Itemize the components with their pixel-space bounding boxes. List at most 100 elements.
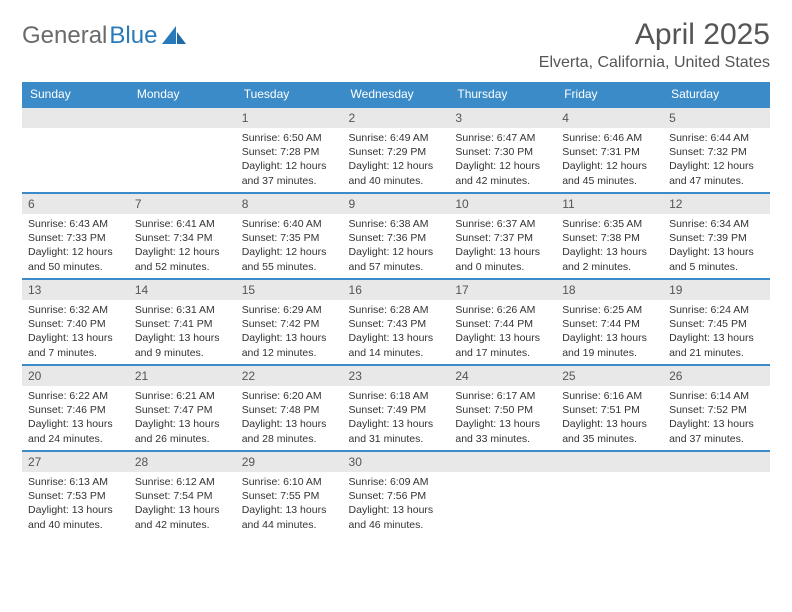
calendar-day: 24Sunrise: 6:17 AMSunset: 7:50 PMDayligh…	[449, 365, 556, 451]
logo-text-2: Blue	[109, 22, 157, 50]
day-info: Sunrise: 6:09 AMSunset: 7:56 PMDaylight:…	[343, 472, 450, 536]
logo-text-1: General	[22, 22, 107, 50]
calendar-day: 4Sunrise: 6:46 AMSunset: 7:31 PMDaylight…	[556, 107, 663, 193]
day-info: Sunrise: 6:28 AMSunset: 7:43 PMDaylight:…	[343, 300, 450, 364]
day-info: Sunrise: 6:10 AMSunset: 7:55 PMDaylight:…	[236, 472, 343, 536]
calendar-day: 22Sunrise: 6:20 AMSunset: 7:48 PMDayligh…	[236, 365, 343, 451]
calendar-day: 19Sunrise: 6:24 AMSunset: 7:45 PMDayligh…	[663, 279, 770, 365]
day-info: Sunrise: 6:18 AMSunset: 7:49 PMDaylight:…	[343, 386, 450, 450]
title-block: April 2025 Elverta, California, United S…	[539, 18, 770, 72]
day-number: 6	[22, 194, 129, 214]
day-number	[663, 452, 770, 472]
calendar-week: 13Sunrise: 6:32 AMSunset: 7:40 PMDayligh…	[22, 279, 770, 365]
calendar-day: 9Sunrise: 6:38 AMSunset: 7:36 PMDaylight…	[343, 193, 450, 279]
day-number	[556, 452, 663, 472]
calendar-day: 18Sunrise: 6:25 AMSunset: 7:44 PMDayligh…	[556, 279, 663, 365]
calendar-day-empty	[449, 451, 556, 541]
calendar-day: 5Sunrise: 6:44 AMSunset: 7:32 PMDaylight…	[663, 107, 770, 193]
day-number: 30	[343, 452, 450, 472]
day-number: 4	[556, 108, 663, 128]
day-number: 27	[22, 452, 129, 472]
day-number: 22	[236, 366, 343, 386]
day-number	[449, 452, 556, 472]
weekday-header: Tuesday	[236, 82, 343, 107]
day-info: Sunrise: 6:26 AMSunset: 7:44 PMDaylight:…	[449, 300, 556, 364]
calendar-day-empty	[22, 107, 129, 193]
day-info: Sunrise: 6:12 AMSunset: 7:54 PMDaylight:…	[129, 472, 236, 536]
calendar-day: 2Sunrise: 6:49 AMSunset: 7:29 PMDaylight…	[343, 107, 450, 193]
weekday-header: Thursday	[449, 82, 556, 107]
day-info: Sunrise: 6:14 AMSunset: 7:52 PMDaylight:…	[663, 386, 770, 450]
calendar-day: 29Sunrise: 6:10 AMSunset: 7:55 PMDayligh…	[236, 451, 343, 541]
day-number: 20	[22, 366, 129, 386]
day-number: 10	[449, 194, 556, 214]
day-number: 2	[343, 108, 450, 128]
day-info: Sunrise: 6:40 AMSunset: 7:35 PMDaylight:…	[236, 214, 343, 278]
day-info: Sunrise: 6:44 AMSunset: 7:32 PMDaylight:…	[663, 128, 770, 192]
weekday-header: Saturday	[663, 82, 770, 107]
calendar-day-empty	[663, 451, 770, 541]
day-info: Sunrise: 6:50 AMSunset: 7:28 PMDaylight:…	[236, 128, 343, 192]
day-info: Sunrise: 6:46 AMSunset: 7:31 PMDaylight:…	[556, 128, 663, 192]
calendar-day: 25Sunrise: 6:16 AMSunset: 7:51 PMDayligh…	[556, 365, 663, 451]
calendar-day: 14Sunrise: 6:31 AMSunset: 7:41 PMDayligh…	[129, 279, 236, 365]
calendar-day: 12Sunrise: 6:34 AMSunset: 7:39 PMDayligh…	[663, 193, 770, 279]
day-info: Sunrise: 6:22 AMSunset: 7:46 PMDaylight:…	[22, 386, 129, 450]
day-info: Sunrise: 6:43 AMSunset: 7:33 PMDaylight:…	[22, 214, 129, 278]
calendar-week: 6Sunrise: 6:43 AMSunset: 7:33 PMDaylight…	[22, 193, 770, 279]
month-title: April 2025	[539, 18, 770, 52]
calendar-day: 6Sunrise: 6:43 AMSunset: 7:33 PMDaylight…	[22, 193, 129, 279]
day-number: 26	[663, 366, 770, 386]
calendar-day: 13Sunrise: 6:32 AMSunset: 7:40 PMDayligh…	[22, 279, 129, 365]
day-number: 29	[236, 452, 343, 472]
day-info: Sunrise: 6:16 AMSunset: 7:51 PMDaylight:…	[556, 386, 663, 450]
day-number: 28	[129, 452, 236, 472]
day-number: 9	[343, 194, 450, 214]
weekday-header: Monday	[129, 82, 236, 107]
day-info: Sunrise: 6:37 AMSunset: 7:37 PMDaylight:…	[449, 214, 556, 278]
weekday-header: Friday	[556, 82, 663, 107]
calendar-day: 7Sunrise: 6:41 AMSunset: 7:34 PMDaylight…	[129, 193, 236, 279]
day-number: 8	[236, 194, 343, 214]
day-number: 17	[449, 280, 556, 300]
calendar-day: 26Sunrise: 6:14 AMSunset: 7:52 PMDayligh…	[663, 365, 770, 451]
day-info: Sunrise: 6:20 AMSunset: 7:48 PMDaylight:…	[236, 386, 343, 450]
calendar-table: SundayMondayTuesdayWednesdayThursdayFrid…	[22, 82, 770, 541]
day-info: Sunrise: 6:21 AMSunset: 7:47 PMDaylight:…	[129, 386, 236, 450]
calendar-day: 1Sunrise: 6:50 AMSunset: 7:28 PMDaylight…	[236, 107, 343, 193]
day-number: 11	[556, 194, 663, 214]
day-info: Sunrise: 6:24 AMSunset: 7:45 PMDaylight:…	[663, 300, 770, 364]
calendar-day: 11Sunrise: 6:35 AMSunset: 7:38 PMDayligh…	[556, 193, 663, 279]
day-number	[22, 108, 129, 128]
day-info: Sunrise: 6:41 AMSunset: 7:34 PMDaylight:…	[129, 214, 236, 278]
day-info: Sunrise: 6:29 AMSunset: 7:42 PMDaylight:…	[236, 300, 343, 364]
calendar-week: 1Sunrise: 6:50 AMSunset: 7:28 PMDaylight…	[22, 107, 770, 193]
day-info: Sunrise: 6:49 AMSunset: 7:29 PMDaylight:…	[343, 128, 450, 192]
calendar-day: 28Sunrise: 6:12 AMSunset: 7:54 PMDayligh…	[129, 451, 236, 541]
calendar-week: 27Sunrise: 6:13 AMSunset: 7:53 PMDayligh…	[22, 451, 770, 541]
header: GeneralBlue April 2025 Elverta, Californ…	[22, 18, 770, 72]
logo: GeneralBlue	[22, 22, 188, 50]
day-number: 3	[449, 108, 556, 128]
day-info: Sunrise: 6:31 AMSunset: 7:41 PMDaylight:…	[129, 300, 236, 364]
day-info: Sunrise: 6:35 AMSunset: 7:38 PMDaylight:…	[556, 214, 663, 278]
calendar-body: 1Sunrise: 6:50 AMSunset: 7:28 PMDaylight…	[22, 107, 770, 541]
calendar-day: 27Sunrise: 6:13 AMSunset: 7:53 PMDayligh…	[22, 451, 129, 541]
day-number: 18	[556, 280, 663, 300]
calendar-day: 3Sunrise: 6:47 AMSunset: 7:30 PMDaylight…	[449, 107, 556, 193]
day-number: 25	[556, 366, 663, 386]
day-number: 5	[663, 108, 770, 128]
day-number: 15	[236, 280, 343, 300]
day-number: 23	[343, 366, 450, 386]
calendar-day: 16Sunrise: 6:28 AMSunset: 7:43 PMDayligh…	[343, 279, 450, 365]
day-number: 13	[22, 280, 129, 300]
day-info: Sunrise: 6:47 AMSunset: 7:30 PMDaylight:…	[449, 128, 556, 192]
calendar-week: 20Sunrise: 6:22 AMSunset: 7:46 PMDayligh…	[22, 365, 770, 451]
day-info: Sunrise: 6:38 AMSunset: 7:36 PMDaylight:…	[343, 214, 450, 278]
calendar-day: 23Sunrise: 6:18 AMSunset: 7:49 PMDayligh…	[343, 365, 450, 451]
day-number: 24	[449, 366, 556, 386]
weekday-header: Sunday	[22, 82, 129, 107]
day-info: Sunrise: 6:25 AMSunset: 7:44 PMDaylight:…	[556, 300, 663, 364]
calendar-day-empty	[556, 451, 663, 541]
day-number: 14	[129, 280, 236, 300]
